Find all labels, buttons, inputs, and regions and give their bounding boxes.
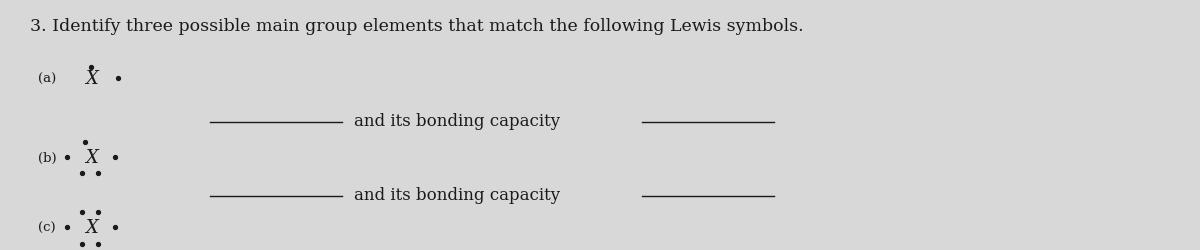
Text: X: X (85, 148, 97, 166)
Text: X: X (85, 70, 97, 88)
Text: (b): (b) (38, 151, 58, 164)
Text: 3. Identify three possible main group elements that match the following Lewis sy: 3. Identify three possible main group el… (30, 18, 804, 34)
Text: (c): (c) (38, 221, 56, 234)
Text: (a): (a) (38, 72, 56, 85)
Text: X: X (85, 218, 97, 236)
Text: and its bonding capacity: and its bonding capacity (354, 113, 560, 130)
Text: and its bonding capacity: and its bonding capacity (354, 186, 560, 204)
